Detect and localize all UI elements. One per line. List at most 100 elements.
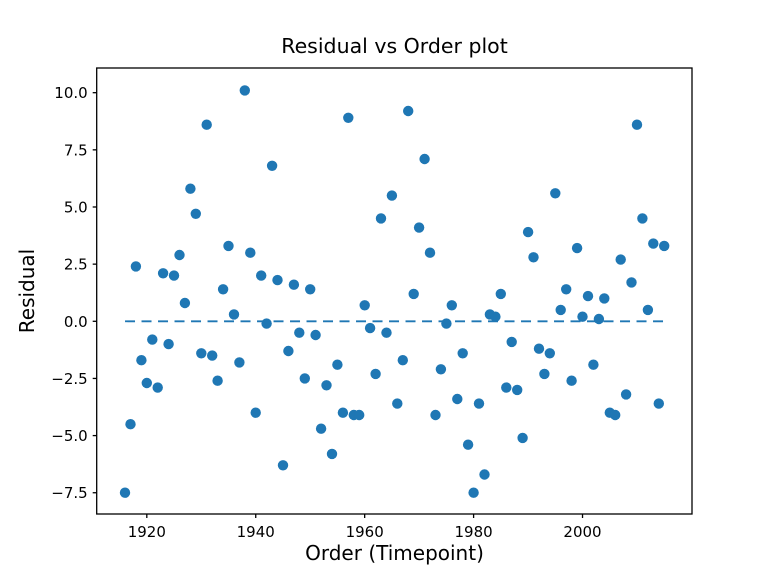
data-point [152, 382, 163, 393]
y-tick-label: 10.0 [54, 84, 87, 102]
data-point [283, 345, 294, 357]
data-point [490, 311, 501, 322]
y-tick-label: −2.5 [51, 370, 87, 388]
data-point [659, 240, 670, 252]
data-point [310, 329, 321, 341]
data-point [435, 364, 447, 375]
data-point [397, 355, 408, 366]
data-point [168, 270, 180, 281]
data-point [157, 268, 169, 279]
data-point [364, 322, 376, 334]
data-point [501, 382, 512, 393]
data-point [125, 419, 136, 430]
x-axis-label: Order (Timepoint) [305, 541, 484, 565]
data-point [446, 300, 457, 311]
data-point [403, 105, 414, 117]
data-point [479, 469, 490, 480]
data-point [555, 304, 566, 316]
data-point [582, 290, 594, 302]
x-tick-label: 2000 [563, 523, 601, 541]
data-point [315, 423, 327, 434]
data-point [343, 112, 354, 124]
data-point [228, 309, 240, 320]
data-point [234, 357, 245, 368]
y-tick-label: 5.0 [64, 198, 88, 216]
data-point [648, 238, 659, 249]
chart-title: Residual vs Order plot [281, 34, 508, 58]
data-point [577, 311, 588, 322]
data-point [245, 247, 256, 258]
data-point [370, 368, 381, 380]
data-point [277, 460, 289, 471]
data-point [272, 274, 283, 286]
data-point [147, 334, 158, 345]
data-point [179, 297, 191, 309]
axes-spines [96, 67, 693, 515]
y-axis-label: Residual [15, 248, 39, 334]
data-point [332, 359, 343, 370]
data-point [174, 249, 185, 261]
data-point [141, 377, 152, 389]
data-point [408, 288, 419, 300]
data-point [201, 119, 212, 130]
data-point [294, 327, 305, 338]
data-point [637, 213, 648, 224]
data-point [462, 439, 474, 450]
data-point [424, 247, 436, 258]
data-point [571, 242, 583, 254]
data-point [196, 348, 207, 359]
data-point [256, 270, 267, 281]
data-point [413, 222, 425, 233]
data-point [266, 160, 278, 171]
x-tick-label: 1940 [237, 523, 275, 541]
data-point [223, 240, 234, 252]
data-point [506, 336, 517, 348]
data-point [457, 348, 468, 359]
x-tick-label: 1960 [346, 523, 384, 541]
data-point [386, 190, 398, 201]
data-point [239, 85, 250, 96]
data-point [217, 284, 229, 295]
data-point [212, 375, 223, 386]
x-tick-label: 1980 [455, 523, 493, 541]
y-tick-label: 2.5 [64, 256, 88, 274]
data-point [375, 213, 387, 224]
data-point [653, 398, 664, 409]
data-point [430, 409, 441, 421]
data-point [250, 407, 261, 418]
data-point [544, 348, 555, 359]
data-point [495, 288, 506, 300]
data-point [533, 343, 545, 354]
data-point [610, 409, 621, 421]
data-point [354, 409, 365, 421]
data-point [615, 254, 626, 265]
data-point [620, 389, 632, 400]
data-point [261, 318, 272, 329]
data-point [305, 284, 316, 295]
data-point [299, 373, 310, 384]
data-point [419, 153, 430, 165]
data-point [392, 398, 403, 409]
data-point [512, 384, 523, 396]
y-tick-label: 7.5 [64, 141, 88, 159]
data-point [561, 284, 572, 295]
data-point [599, 293, 610, 304]
y-tick-label: 0.0 [64, 313, 88, 331]
y-tick-label: −5.0 [51, 427, 87, 445]
data-point [522, 226, 534, 238]
data-point [190, 208, 201, 219]
data-point [593, 313, 605, 325]
data-point [642, 304, 654, 316]
data-point [326, 448, 338, 460]
data-point [441, 318, 452, 329]
data-point [517, 432, 528, 444]
data-point [631, 119, 643, 130]
data-point [207, 350, 218, 361]
data-point [626, 277, 637, 288]
data-point [337, 407, 349, 418]
data-point [381, 327, 392, 338]
data-point [119, 487, 131, 498]
data-point [539, 368, 550, 380]
